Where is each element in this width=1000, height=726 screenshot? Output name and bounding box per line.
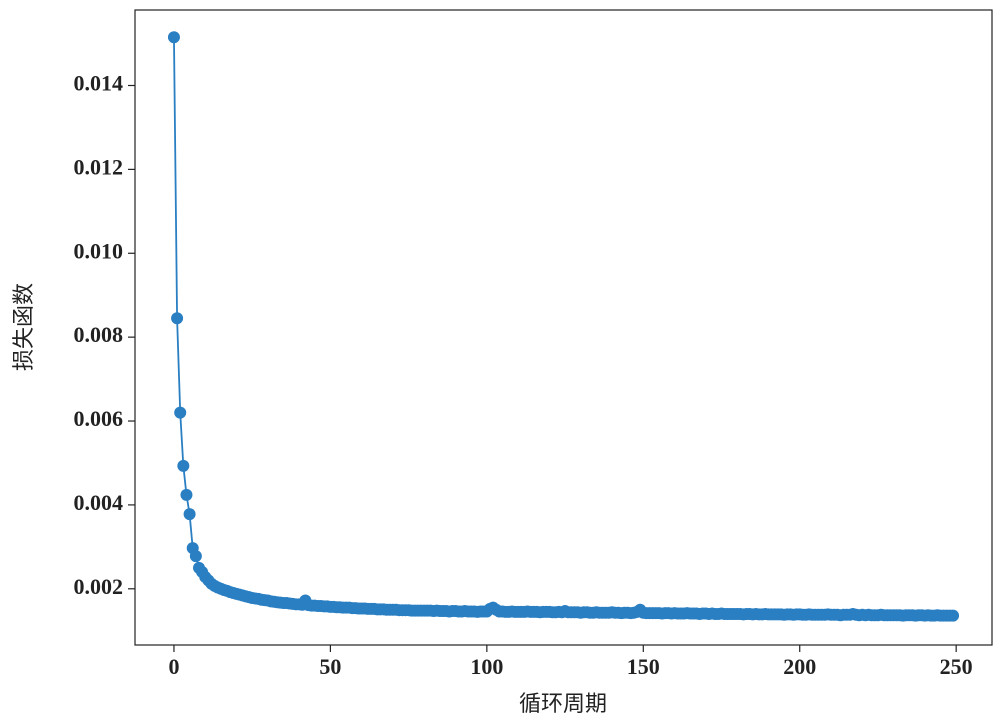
x-tick-label: 0: [168, 654, 179, 679]
y-tick-label: 0.012: [74, 154, 124, 179]
marker: [189, 550, 202, 563]
y-tick-label: 0.002: [74, 574, 124, 599]
marker: [183, 508, 196, 521]
marker: [174, 406, 187, 419]
y-tick-label: 0.004: [74, 490, 124, 515]
marker: [167, 31, 180, 44]
x-tick-label: 50: [319, 654, 341, 679]
x-tick-label: 150: [627, 654, 660, 679]
y-tick-label: 0.014: [74, 71, 124, 96]
y-tick-label: 0.006: [74, 406, 124, 431]
x-tick-label: 250: [940, 654, 973, 679]
y-axis-label: 损失函数: [11, 283, 36, 371]
marker: [947, 609, 960, 622]
x-tick-label: 100: [470, 654, 503, 679]
y-tick-label: 0.010: [74, 238, 124, 263]
series-line: [173, 37, 954, 617]
marker: [177, 459, 190, 472]
plot-frame: [134, 9, 993, 646]
marker: [180, 488, 193, 501]
x-tick-label: 200: [783, 654, 816, 679]
x-axis-label: 循环周期: [519, 691, 607, 716]
marker: [171, 312, 184, 325]
y-tick-label: 0.008: [74, 322, 124, 347]
